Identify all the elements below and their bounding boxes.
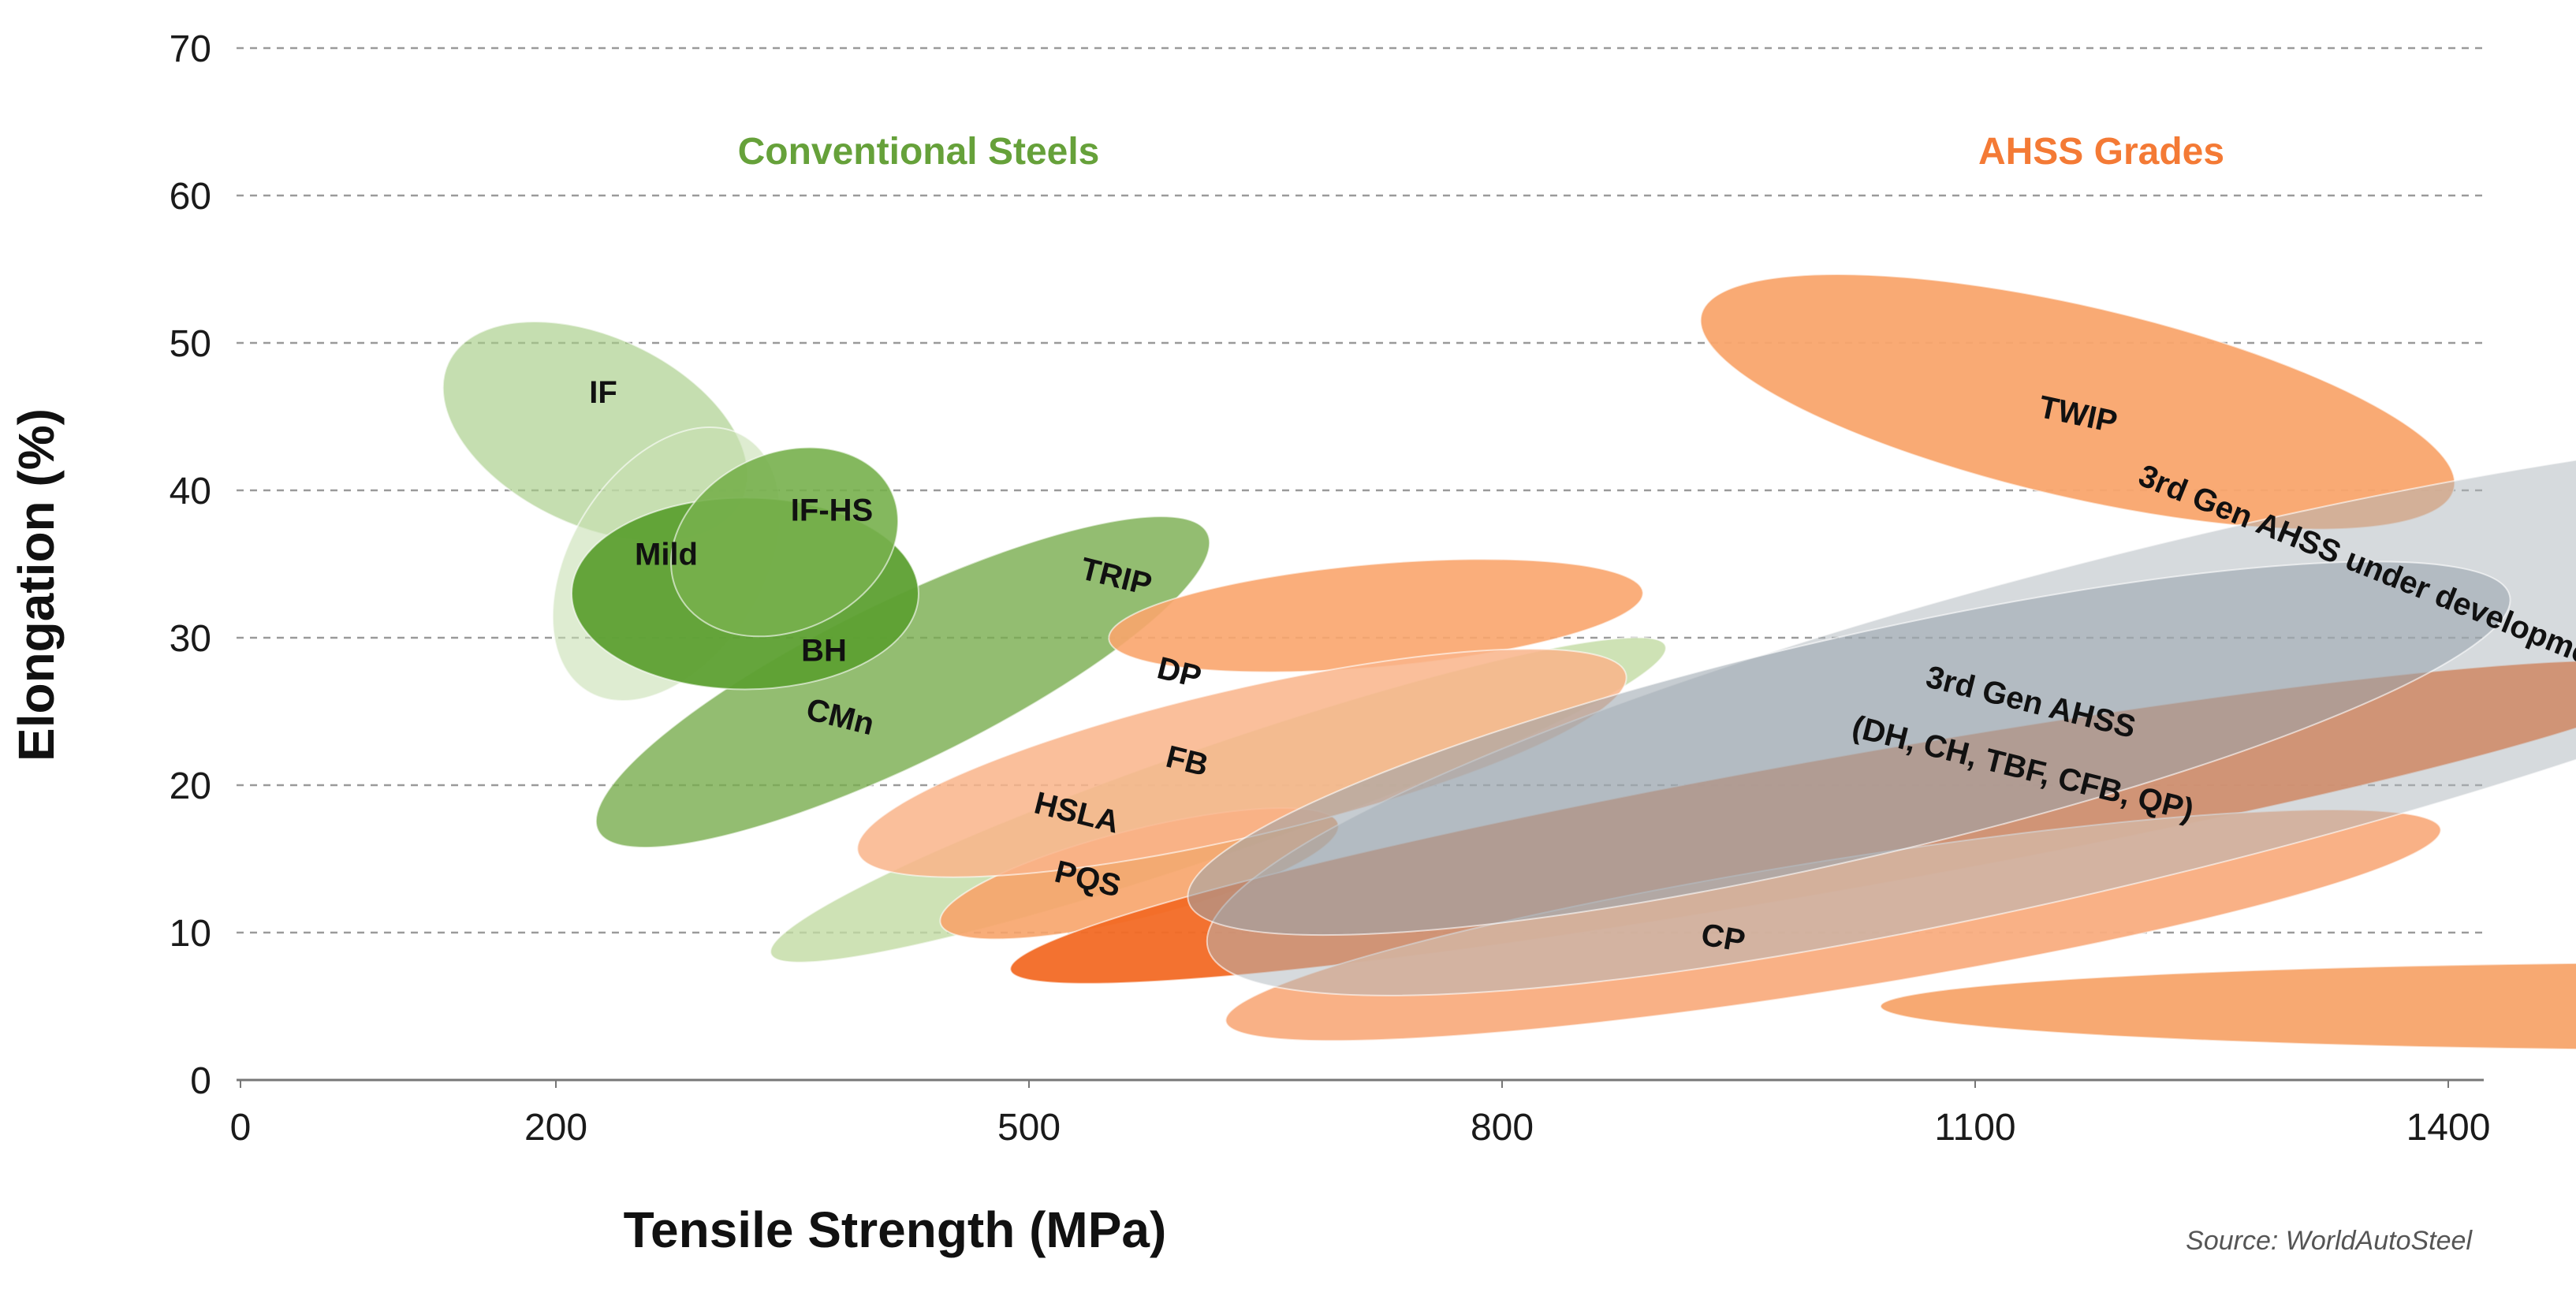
y-tick-0: 0 <box>190 1060 211 1102</box>
y-tick-30: 30 <box>170 618 211 660</box>
y-tick-20: 20 <box>170 765 211 807</box>
y-tick-40: 40 <box>170 471 211 512</box>
y-axis-title: Elongation (%) <box>8 408 65 762</box>
x-tick-labels: 02005008001100140017002000 <box>230 1080 2491 1149</box>
region-if-hs-4 <box>670 446 899 638</box>
x-axis-title: Tensile Strength (MPa) <box>624 1201 1167 1258</box>
label-cp: CP <box>1698 917 1747 959</box>
label-bh: BH <box>801 633 847 668</box>
x-tick-1100: 1100 <box>1934 1107 2015 1149</box>
x-tick-200: 200 <box>524 1107 587 1149</box>
y-tick-70: 70 <box>170 28 211 70</box>
y-tick-10: 10 <box>170 913 211 955</box>
x-tick-1400: 1400 <box>2406 1107 2491 1149</box>
label-if-hs: IF-HS <box>791 493 873 528</box>
y-tick-labels: 0 10 20 30 40 50 60 70 <box>170 28 211 1102</box>
grade-regions <box>442 274 2576 1051</box>
y-tick-60: 60 <box>170 176 211 218</box>
region-3rd-gen-ahss-14 <box>1187 560 2511 937</box>
group-title-conventional-steels: Conventional Steels <box>738 131 1100 173</box>
x-tick-0: 0 <box>230 1107 252 1149</box>
x-tick-800: 800 <box>1471 1107 1534 1149</box>
source-note: Source: WorldAutoSteel <box>2186 1226 2473 1256</box>
group-title-ahss-grades: AHSS Grades <box>1978 131 2224 173</box>
group-titles: Conventional Steels AHSS Grades <box>738 131 2224 173</box>
region-ms-phs-12 <box>1880 962 2576 1051</box>
label-mild: Mild <box>635 538 698 572</box>
label-if: IF <box>589 375 617 410</box>
y-tick-50: 50 <box>170 323 211 365</box>
x-tick-500: 500 <box>997 1107 1061 1149</box>
